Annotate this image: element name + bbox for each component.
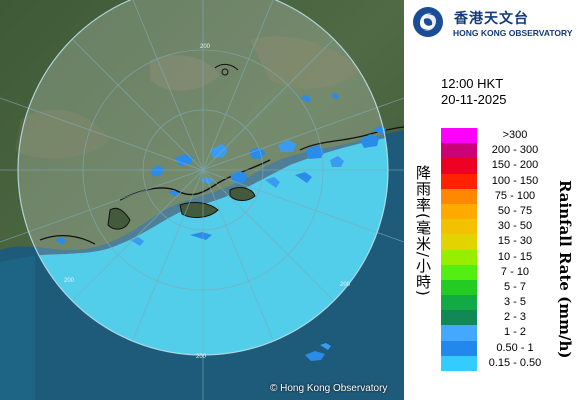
legend-swatch xyxy=(441,203,477,220)
legend-label: 1 - 2 xyxy=(503,326,526,339)
legend-row: 10 - 15 xyxy=(441,249,551,265)
obs-date: 20-11-2025 xyxy=(441,92,507,107)
legend-row: >300 xyxy=(441,128,551,144)
range-label: 200 xyxy=(340,282,351,288)
legend-swatch xyxy=(441,128,477,144)
legend-row: 100 - 150 xyxy=(441,173,551,189)
legend-row: 150 - 200 xyxy=(441,158,551,174)
legend-label: 10 - 15 xyxy=(497,250,533,263)
legend-swatch xyxy=(441,310,477,326)
rainfall-legend: >300 200 - 300 150 - 200 100 - 150 75 - 100 5… xyxy=(441,128,551,371)
side-panel: 香港天文台 HONG KONG OBSERVATORY 12:00 HKT 20… xyxy=(404,0,577,400)
rain-cells xyxy=(55,93,386,361)
legend-title-en: Rainfall Rate (mm/h) xyxy=(556,180,574,359)
legend-swatch xyxy=(441,143,477,159)
org-name-zh: 香港天文台 xyxy=(454,11,529,27)
legend-swatch xyxy=(441,355,477,371)
radar-map-canvas: 200 200 200 200 xyxy=(0,0,404,400)
legend-label: 150 - 200 xyxy=(491,159,539,172)
legend-label: 0.50 - 1 xyxy=(496,341,534,354)
legend-swatch xyxy=(441,173,477,189)
legend-row: 3 - 5 xyxy=(441,295,551,311)
legend-swatch xyxy=(441,325,477,341)
legend-swatch xyxy=(441,158,477,174)
legend-label: 75 - 100 xyxy=(494,189,536,202)
legend-label: 15 - 30 xyxy=(497,235,533,248)
legend-swatch xyxy=(441,234,477,250)
legend-row: 200 - 300 xyxy=(441,143,551,159)
copyright-text: © Hong Kong Observatory xyxy=(270,383,388,394)
radar-map: 200 200 200 200 © Hong Kong Observatory xyxy=(0,0,404,400)
legend-row: 2 - 3 xyxy=(441,310,551,326)
legend-swatch xyxy=(441,219,477,235)
legend-swatch xyxy=(441,279,477,296)
legend-label: 200 - 300 xyxy=(491,144,539,157)
range-label: 200 xyxy=(200,44,211,50)
legend-label: 2 - 3 xyxy=(503,311,526,324)
legend-swatch xyxy=(441,249,477,265)
legend-row: 15 - 30 xyxy=(441,234,551,250)
range-label: 200 xyxy=(196,354,207,360)
legend-swatch xyxy=(441,295,477,311)
legend-label: 5 - 7 xyxy=(503,280,526,293)
obs-time: 12:00 HKT xyxy=(441,76,504,91)
legend-row: 0.15 - 0.50 xyxy=(441,355,551,371)
legend-row: 50 - 75 xyxy=(441,203,551,220)
legend-row: 0.50 - 1 xyxy=(441,340,551,356)
legend-row: 30 - 50 xyxy=(441,219,551,235)
legend-swatch xyxy=(441,340,477,356)
range-label: 200 xyxy=(64,278,75,284)
legend-label: 30 - 50 xyxy=(497,220,533,233)
legend-label: 100 - 150 xyxy=(491,174,539,187)
legend-label: 7 - 10 xyxy=(500,265,530,278)
legend-label: 3 - 5 xyxy=(503,296,526,309)
legend-label: 50 - 75 xyxy=(497,204,533,217)
legend-row: 5 - 7 xyxy=(441,279,551,296)
legend-row: 7 - 10 xyxy=(441,264,551,280)
legend-title-zh: 降雨率(毫米/小時) xyxy=(414,165,432,297)
legend-label: 0.15 - 0.50 xyxy=(488,356,542,369)
legend-row: 1 - 2 xyxy=(441,325,551,341)
hko-swirl-logo-icon xyxy=(413,7,443,37)
hko-logo[interactable]: 香港天文台 HONG KONG OBSERVATORY xyxy=(412,6,577,40)
org-name-en: HONG KONG OBSERVATORY xyxy=(453,28,573,38)
legend-label: >300 xyxy=(502,129,528,141)
legend-row: 75 - 100 xyxy=(441,188,551,204)
legend-swatch xyxy=(441,264,477,280)
legend-swatch xyxy=(441,188,477,204)
